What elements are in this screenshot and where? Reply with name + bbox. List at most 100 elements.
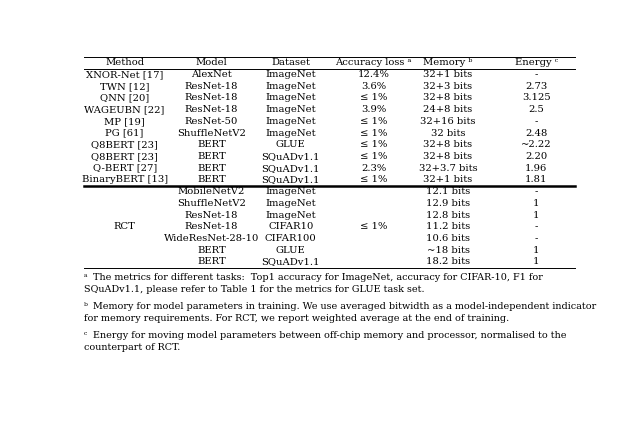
Text: ImageNet: ImageNet [266,210,316,219]
Text: CIFAR100: CIFAR100 [265,234,317,243]
Text: PG [61]: PG [61] [106,128,144,138]
Text: 2.73: 2.73 [525,82,547,91]
Text: ResNet-50: ResNet-50 [185,117,238,126]
Text: SQuADv1.1: SQuADv1.1 [262,257,320,266]
Text: 1: 1 [533,199,540,208]
Text: SQuADv1.1, please refer to Table 1 for the metrics for GLUE task set.: SQuADv1.1, please refer to Table 1 for t… [84,285,424,294]
Text: ≤ 1%: ≤ 1% [360,128,387,138]
Text: ShuffleNetV2: ShuffleNetV2 [177,128,246,138]
Text: GLUE: GLUE [276,246,306,255]
Text: 12.8 bits: 12.8 bits [426,210,470,219]
Text: SQuADv1.1: SQuADv1.1 [262,152,320,161]
Text: ≤ 1%: ≤ 1% [360,152,387,161]
Text: AlexNet: AlexNet [191,70,232,79]
Text: TWN [12]: TWN [12] [100,82,149,91]
Text: BERT: BERT [197,152,226,161]
Text: 32+3.7 bits: 32+3.7 bits [419,164,477,173]
Text: 1.81: 1.81 [525,176,548,184]
Text: 1: 1 [533,257,540,266]
Text: Energy for moving model parameters between off-chip memory and processor, normal: Energy for moving model parameters betwe… [93,331,566,340]
Text: ≤ 1%: ≤ 1% [360,140,387,149]
Text: Q8BERT [23]: Q8BERT [23] [92,140,158,149]
Text: 3.125: 3.125 [522,93,550,102]
Text: Memory for model parameters in training. We use averaged bitwidth as a model-ind: Memory for model parameters in training.… [93,302,596,311]
Text: ImageNet: ImageNet [266,70,316,79]
Text: ResNet-18: ResNet-18 [185,93,238,102]
Text: 32+3 bits: 32+3 bits [424,82,472,91]
Text: ImageNet: ImageNet [266,187,316,196]
Text: ResNet-18: ResNet-18 [185,210,238,219]
Text: -: - [534,234,538,243]
Text: ImageNet: ImageNet [266,82,316,91]
Text: 2.20: 2.20 [525,152,547,161]
Text: GLUE: GLUE [276,140,306,149]
Text: ≤ 1%: ≤ 1% [360,176,387,184]
Text: Model: Model [196,59,227,67]
Text: Q-BERT [27]: Q-BERT [27] [93,164,157,173]
Text: Memory ᵇ: Memory ᵇ [423,59,473,67]
Text: 12.9 bits: 12.9 bits [426,199,470,208]
Text: BERT: BERT [197,140,226,149]
Text: Method: Method [105,59,144,67]
Text: Energy ᶜ: Energy ᶜ [515,59,558,67]
Text: The metrics for different tasks:  Top1 accuracy for ImageNet, accuracy for CIFAR: The metrics for different tasks: Top1 ac… [93,272,543,282]
Text: ImageNet: ImageNet [266,93,316,102]
Text: 3.6%: 3.6% [361,82,386,91]
Text: 32 bits: 32 bits [431,128,465,138]
Text: ResNet-18: ResNet-18 [185,82,238,91]
Text: 2.5: 2.5 [529,105,544,114]
Text: QNN [20]: QNN [20] [100,93,149,102]
Text: ImageNet: ImageNet [266,117,316,126]
Text: ResNet-18: ResNet-18 [185,222,238,231]
Text: for memory requirements. For RCT, we report weighted average at the end of train: for memory requirements. For RCT, we rep… [84,314,509,323]
Text: ImageNet: ImageNet [266,128,316,138]
Text: -: - [534,117,538,126]
Text: BinaryBERT [13]: BinaryBERT [13] [81,176,168,184]
Text: ~18 bits: ~18 bits [426,246,470,255]
Text: RCT: RCT [114,222,136,231]
Text: ImageNet: ImageNet [266,199,316,208]
Text: Q8BERT [23]: Q8BERT [23] [92,152,158,161]
Text: XNOR-Net [17]: XNOR-Net [17] [86,70,163,79]
Text: 32+1 bits: 32+1 bits [424,176,473,184]
Text: -: - [534,70,538,79]
Text: BERT: BERT [197,246,226,255]
Text: MP [19]: MP [19] [104,117,145,126]
Text: ≤ 1%: ≤ 1% [360,222,387,231]
Text: counterpart of RCT.: counterpart of RCT. [84,343,180,352]
Text: ≤ 1%: ≤ 1% [360,93,387,102]
Text: -: - [534,187,538,196]
Text: MobileNetV2: MobileNetV2 [178,187,245,196]
Text: BERT: BERT [197,164,226,173]
Text: ShuffleNetV2: ShuffleNetV2 [177,199,246,208]
Text: 32+8 bits: 32+8 bits [424,140,472,149]
Text: BERT: BERT [197,257,226,266]
Text: BERT: BERT [197,176,226,184]
Text: WAGEUBN [22]: WAGEUBN [22] [84,105,165,114]
Text: 1.96: 1.96 [525,164,547,173]
Text: -: - [534,222,538,231]
Text: 2.48: 2.48 [525,128,547,138]
Text: 12.4%: 12.4% [358,70,390,79]
Text: 11.2 bits: 11.2 bits [426,222,470,231]
Text: Accuracy loss ᵃ: Accuracy loss ᵃ [335,59,412,67]
Text: ImageNet: ImageNet [266,105,316,114]
Text: ᵇ: ᵇ [84,302,88,311]
Text: WideResNet-28-10: WideResNet-28-10 [164,234,259,243]
Text: 10.6 bits: 10.6 bits [426,234,470,243]
Text: Dataset: Dataset [271,59,310,67]
Text: 32+16 bits: 32+16 bits [420,117,476,126]
Text: CIFAR10: CIFAR10 [268,222,314,231]
Text: 1: 1 [533,246,540,255]
Text: 3.9%: 3.9% [361,105,387,114]
Text: 18.2 bits: 18.2 bits [426,257,470,266]
Text: 32+8 bits: 32+8 bits [424,152,472,161]
Text: 2.3%: 2.3% [361,164,387,173]
Text: ᵃ: ᵃ [84,272,88,282]
Text: SQuADv1.1: SQuADv1.1 [262,164,320,173]
Text: ≤ 1%: ≤ 1% [360,117,387,126]
Text: 32+1 bits: 32+1 bits [424,70,473,79]
Text: 1: 1 [533,210,540,219]
Text: ᶜ: ᶜ [84,331,87,340]
Text: ResNet-18: ResNet-18 [185,105,238,114]
